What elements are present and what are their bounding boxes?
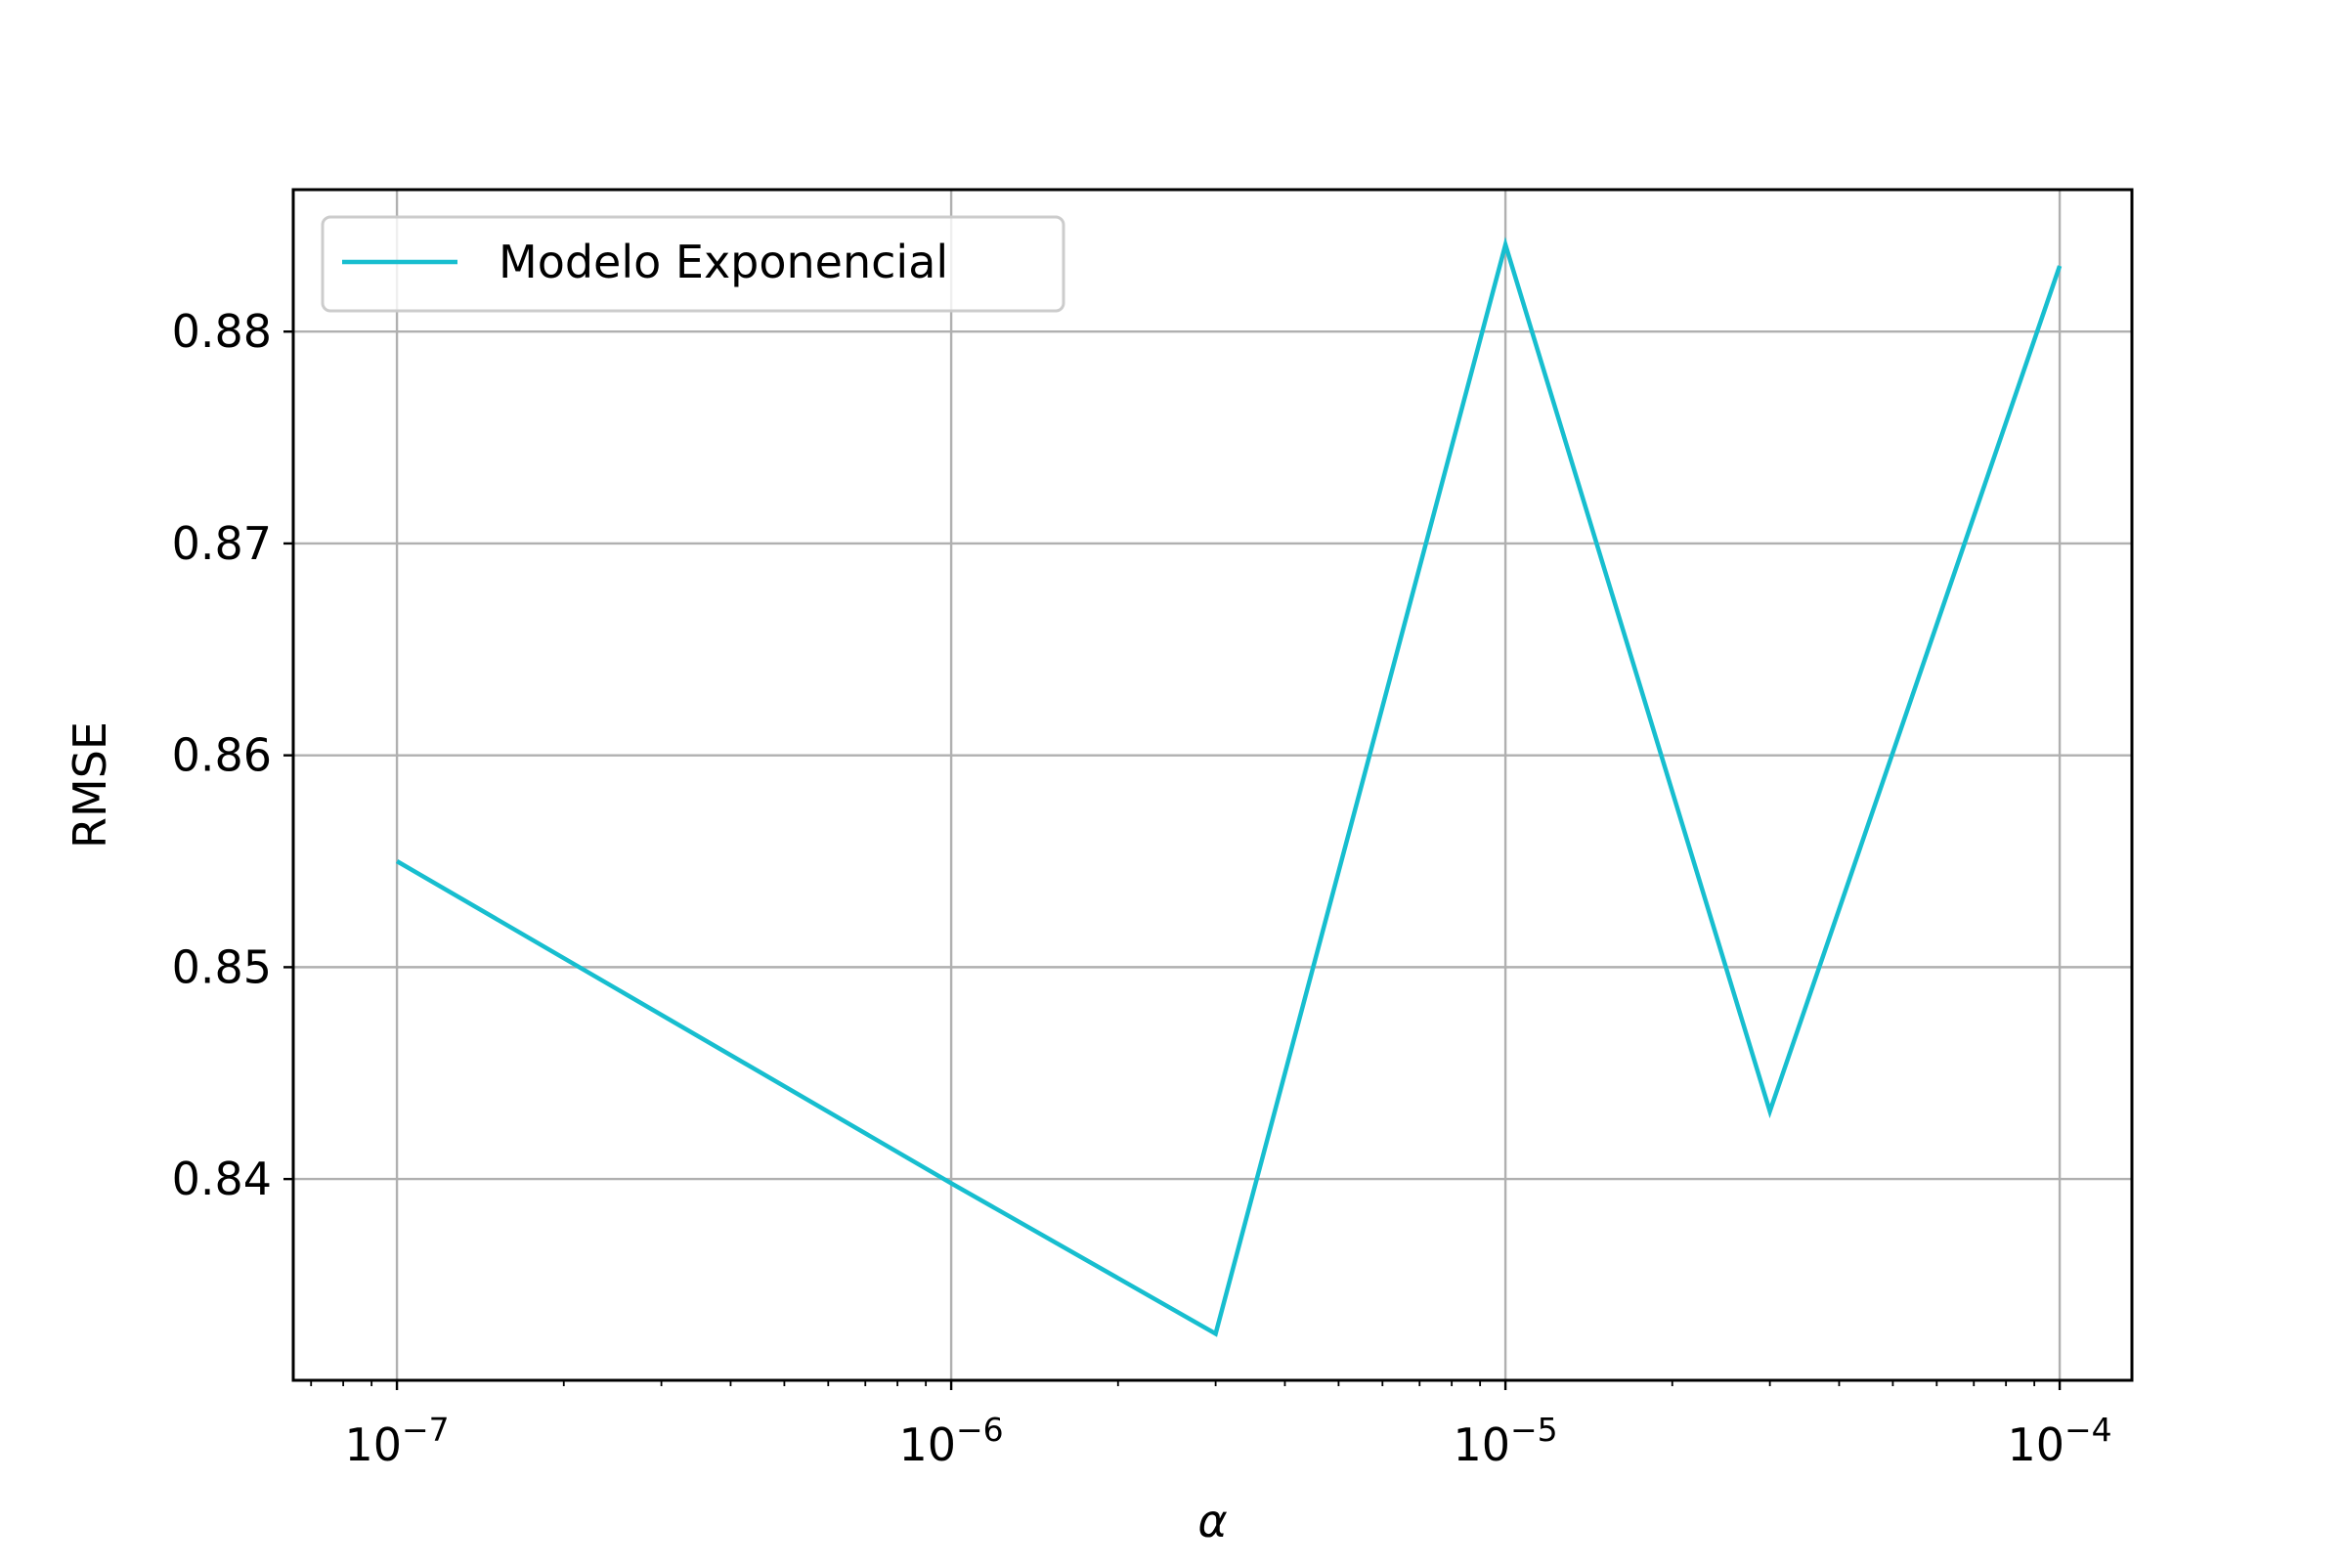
y-tick-label: 0.86 bbox=[172, 729, 272, 782]
y-axis-label: RMSE bbox=[64, 721, 116, 849]
y-tick-label: 0.87 bbox=[172, 517, 272, 570]
y-tick-labels: 0.84 0.85 0.86 0.87 0.88 bbox=[172, 305, 272, 1205]
x-tick-label: 10−5 bbox=[1453, 1411, 1557, 1471]
x-tick-label: 10−6 bbox=[898, 1411, 1003, 1471]
x-axis-label: α bbox=[1197, 1495, 1227, 1547]
x-tick-label: 10−4 bbox=[2007, 1411, 2111, 1471]
legend: Modelo Exponencial bbox=[321, 215, 1065, 313]
plot-frame bbox=[291, 188, 2134, 1382]
series-layer bbox=[395, 237, 2063, 1337]
y-tick-label: 0.85 bbox=[172, 940, 272, 993]
minor-ticks bbox=[310, 1380, 2036, 1386]
y-tick-label: 0.84 bbox=[172, 1153, 272, 1205]
x-tick-label: 10−7 bbox=[344, 1411, 449, 1471]
y-tick-label: 0.88 bbox=[172, 305, 272, 358]
series-line bbox=[395, 237, 2063, 1337]
x-tick-labels: 10−7 10−6 10−5 10−4 bbox=[344, 1411, 2111, 1471]
major-ticks bbox=[283, 330, 2062, 1390]
legend-label: Modelo Exponencial bbox=[499, 236, 948, 288]
legend-box bbox=[321, 215, 1065, 313]
